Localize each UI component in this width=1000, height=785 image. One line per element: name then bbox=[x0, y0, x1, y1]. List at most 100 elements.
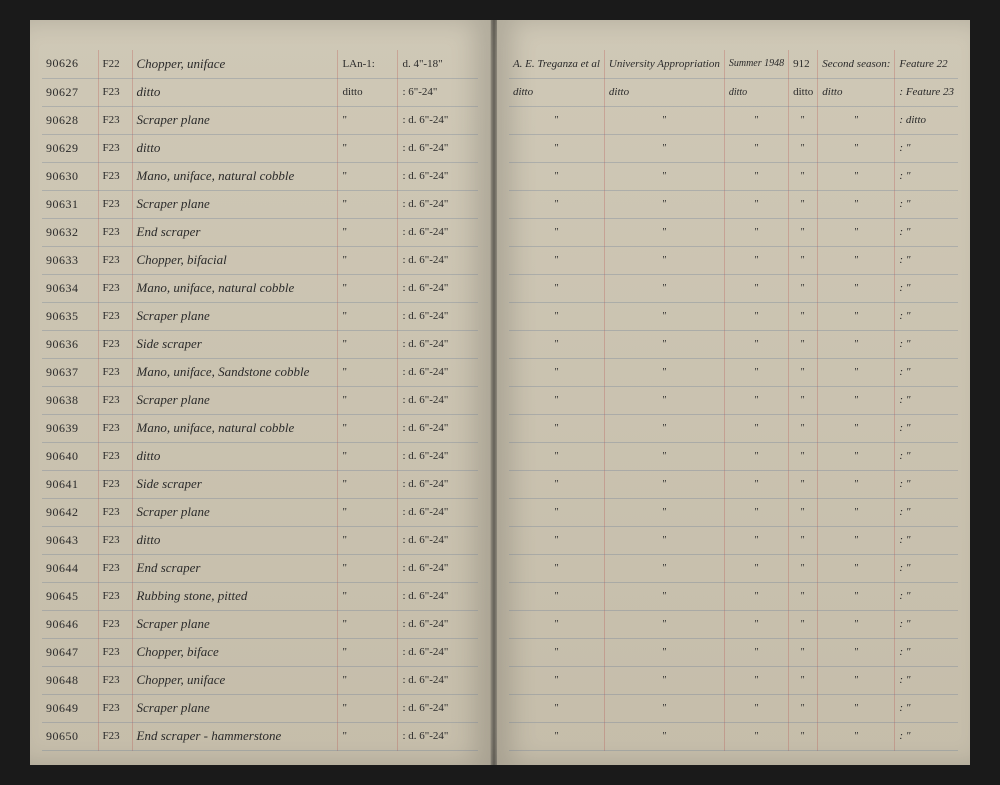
location-code: " bbox=[338, 694, 398, 722]
season-note: " bbox=[818, 470, 895, 498]
ledger-row: """"": " bbox=[509, 190, 958, 218]
depth-range: : d. 6"-24" bbox=[398, 694, 478, 722]
artifact-description: Scraper plane bbox=[132, 694, 338, 722]
ledger-row: 90631F23Scraper plane": d. 6"-24" bbox=[42, 190, 478, 218]
artifact-description: Chopper, biface bbox=[132, 638, 338, 666]
artifact-description: Chopper, bifacial bbox=[132, 246, 338, 274]
ledger-row: 90638F23Scraper plane": d. 6"-24" bbox=[42, 386, 478, 414]
location-code: " bbox=[338, 106, 398, 134]
funding-source: " bbox=[604, 358, 724, 386]
depth-range: : d. 6"-24" bbox=[398, 414, 478, 442]
location-code: " bbox=[338, 218, 398, 246]
season-note: " bbox=[818, 386, 895, 414]
funding-source: " bbox=[604, 106, 724, 134]
location-code: ditto bbox=[338, 78, 398, 106]
ledger-row: """"": " bbox=[509, 414, 958, 442]
artifact-description: ditto bbox=[132, 134, 338, 162]
season-note: " bbox=[818, 582, 895, 610]
collection-date: " bbox=[724, 386, 788, 414]
accession-number: 912 bbox=[789, 50, 818, 78]
accession-number: " bbox=[789, 554, 818, 582]
season-note: " bbox=[818, 498, 895, 526]
location-code: " bbox=[338, 274, 398, 302]
feature-note: : " bbox=[895, 134, 958, 162]
depth-range: : d. 6"-24" bbox=[398, 302, 478, 330]
collection-date: " bbox=[724, 498, 788, 526]
depth-range: d. 4"-18" bbox=[398, 50, 478, 78]
collector-name: " bbox=[509, 582, 604, 610]
artifact-description: Scraper plane bbox=[132, 610, 338, 638]
feature-note: : " bbox=[895, 162, 958, 190]
feature-code: F23 bbox=[98, 218, 132, 246]
collection-date: Summer 1948 bbox=[724, 50, 788, 78]
accession-number: " bbox=[789, 470, 818, 498]
accession-number: " bbox=[789, 722, 818, 750]
ledger-row: """"": " bbox=[509, 134, 958, 162]
depth-range: : d. 6"-24" bbox=[398, 190, 478, 218]
season-note: " bbox=[818, 190, 895, 218]
accession-number: " bbox=[789, 498, 818, 526]
artifact-description: ditto bbox=[132, 442, 338, 470]
catalog-id: 90635 bbox=[42, 302, 98, 330]
artifact-description: Mano, uniface, natural cobble bbox=[132, 162, 338, 190]
location-code: " bbox=[338, 246, 398, 274]
collector-name: " bbox=[509, 302, 604, 330]
feature-code: F22 bbox=[98, 50, 132, 78]
ledger-row: 90635F23Scraper plane": d. 6"-24" bbox=[42, 302, 478, 330]
depth-range: : d. 6"-24" bbox=[398, 106, 478, 134]
location-code: " bbox=[338, 302, 398, 330]
location-code: " bbox=[338, 358, 398, 386]
collector-name: " bbox=[509, 134, 604, 162]
ledger-row: """"": " bbox=[509, 330, 958, 358]
feature-code: F23 bbox=[98, 190, 132, 218]
catalog-id: 90627 bbox=[42, 78, 98, 106]
accession-number: " bbox=[789, 526, 818, 554]
collector-name: " bbox=[509, 554, 604, 582]
depth-range: : d. 6"-24" bbox=[398, 386, 478, 414]
funding-source: University Appropriation bbox=[604, 50, 724, 78]
depth-range: : d. 6"-24" bbox=[398, 582, 478, 610]
ledger-row: 90633F23Chopper, bifacial": d. 6"-24" bbox=[42, 246, 478, 274]
season-note: ditto bbox=[818, 78, 895, 106]
funding-source: " bbox=[604, 526, 724, 554]
funding-source: " bbox=[604, 386, 724, 414]
feature-note: : " bbox=[895, 470, 958, 498]
ledger-row: """"": " bbox=[509, 526, 958, 554]
catalog-id: 90650 bbox=[42, 722, 98, 750]
artifact-description: Scraper plane bbox=[132, 302, 338, 330]
season-note: " bbox=[818, 358, 895, 386]
accession-number: " bbox=[789, 246, 818, 274]
collector-name: " bbox=[509, 358, 604, 386]
collection-date: " bbox=[724, 330, 788, 358]
feature-note: : " bbox=[895, 274, 958, 302]
depth-range: : d. 6"-24" bbox=[398, 722, 478, 750]
ledger-row: 90642F23Scraper plane": d. 6"-24" bbox=[42, 498, 478, 526]
accession-number: ditto bbox=[789, 78, 818, 106]
depth-range: : d. 6"-24" bbox=[398, 666, 478, 694]
ledger-row: 90641F23Side scraper": d. 6"-24" bbox=[42, 470, 478, 498]
collection-date: " bbox=[724, 302, 788, 330]
funding-source: " bbox=[604, 414, 724, 442]
catalog-id: 90647 bbox=[42, 638, 98, 666]
artifact-description: Mano, uniface, natural cobble bbox=[132, 274, 338, 302]
location-code: " bbox=[338, 722, 398, 750]
season-note: " bbox=[818, 526, 895, 554]
feature-note: : " bbox=[895, 582, 958, 610]
feature-note: : " bbox=[895, 526, 958, 554]
depth-range: : d. 6"-24" bbox=[398, 442, 478, 470]
feature-code: F23 bbox=[98, 162, 132, 190]
catalog-id: 90648 bbox=[42, 666, 98, 694]
accession-number: " bbox=[789, 666, 818, 694]
funding-source: " bbox=[604, 330, 724, 358]
feature-note: : " bbox=[895, 722, 958, 750]
ledger-row: """"": ditto bbox=[509, 106, 958, 134]
artifact-description: ditto bbox=[132, 526, 338, 554]
ledger-row: 90639F23Mano, uniface, natural cobble": … bbox=[42, 414, 478, 442]
ledger-row: """"": " bbox=[509, 610, 958, 638]
collection-date: " bbox=[724, 190, 788, 218]
location-code: " bbox=[338, 610, 398, 638]
collector-name: " bbox=[509, 666, 604, 694]
collection-date: " bbox=[724, 722, 788, 750]
accession-number: " bbox=[789, 694, 818, 722]
catalog-id: 90641 bbox=[42, 470, 98, 498]
